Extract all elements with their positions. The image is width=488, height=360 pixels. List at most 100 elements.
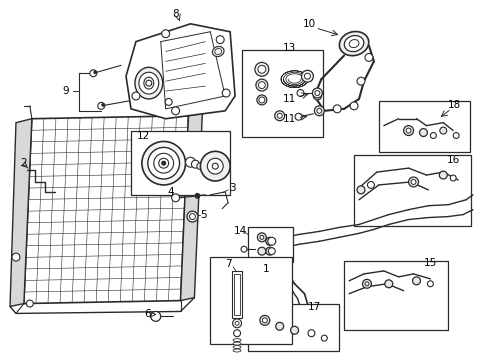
Circle shape: [222, 89, 230, 97]
Polygon shape: [10, 119, 32, 306]
Circle shape: [265, 247, 273, 255]
Circle shape: [277, 113, 282, 118]
Circle shape: [241, 246, 246, 252]
Circle shape: [364, 282, 368, 286]
Circle shape: [207, 158, 223, 174]
Ellipse shape: [212, 46, 224, 57]
Circle shape: [274, 111, 284, 121]
Circle shape: [162, 30, 169, 38]
Bar: [378, 101, 469, 152]
Text: 15: 15: [423, 258, 436, 268]
Circle shape: [259, 235, 264, 239]
Circle shape: [185, 157, 195, 167]
Ellipse shape: [233, 349, 241, 352]
Circle shape: [268, 248, 275, 255]
Text: 2: 2: [20, 158, 27, 168]
Text: 12: 12: [137, 131, 150, 140]
Ellipse shape: [214, 49, 221, 54]
Circle shape: [255, 79, 267, 91]
Ellipse shape: [143, 77, 153, 89]
Bar: [247, 228, 292, 262]
Circle shape: [438, 171, 447, 179]
Text: 6: 6: [144, 310, 151, 319]
Bar: [210, 257, 291, 344]
Circle shape: [258, 97, 264, 103]
Circle shape: [314, 106, 324, 116]
Circle shape: [165, 98, 172, 105]
Text: 8: 8: [172, 9, 179, 19]
Circle shape: [232, 319, 241, 328]
Bar: [247, 303, 339, 351]
Circle shape: [235, 321, 239, 325]
Text: 14: 14: [233, 226, 246, 237]
Circle shape: [186, 211, 198, 222]
Circle shape: [200, 151, 230, 181]
Circle shape: [191, 160, 199, 168]
Text: 1: 1: [262, 264, 268, 274]
Circle shape: [12, 253, 20, 261]
Circle shape: [94, 71, 97, 74]
Polygon shape: [180, 113, 202, 301]
Circle shape: [427, 281, 432, 287]
Circle shape: [332, 105, 341, 113]
Circle shape: [195, 193, 200, 198]
Circle shape: [153, 153, 173, 173]
Circle shape: [171, 107, 179, 115]
Bar: [344, 261, 447, 330]
Circle shape: [356, 77, 364, 85]
Circle shape: [356, 186, 364, 194]
Ellipse shape: [344, 36, 363, 51]
Circle shape: [197, 163, 203, 170]
Circle shape: [257, 233, 266, 242]
Ellipse shape: [135, 67, 163, 99]
Circle shape: [410, 180, 415, 184]
Circle shape: [90, 70, 97, 77]
Bar: [131, 131, 230, 195]
Circle shape: [265, 237, 273, 245]
Circle shape: [449, 175, 455, 181]
Text: 13: 13: [283, 42, 296, 53]
Circle shape: [307, 330, 314, 337]
Circle shape: [290, 326, 298, 334]
Circle shape: [349, 102, 357, 110]
Circle shape: [275, 322, 283, 330]
Circle shape: [254, 62, 268, 76]
Circle shape: [316, 108, 321, 113]
Circle shape: [267, 237, 275, 245]
Circle shape: [145, 80, 151, 86]
Circle shape: [362, 279, 371, 288]
Text: 5: 5: [200, 210, 206, 220]
Text: 9: 9: [62, 86, 69, 96]
Circle shape: [364, 54, 372, 62]
Circle shape: [26, 300, 33, 307]
Circle shape: [419, 129, 427, 136]
Circle shape: [147, 147, 179, 179]
Circle shape: [202, 165, 208, 171]
Circle shape: [312, 88, 322, 98]
Circle shape: [294, 113, 302, 120]
Text: 18: 18: [447, 100, 460, 110]
Circle shape: [439, 127, 446, 134]
Text: 3: 3: [228, 183, 235, 193]
Text: 16: 16: [446, 155, 459, 165]
Circle shape: [296, 90, 304, 96]
Circle shape: [258, 82, 265, 89]
Circle shape: [189, 213, 195, 220]
Circle shape: [313, 92, 321, 100]
Circle shape: [159, 158, 168, 168]
Circle shape: [171, 194, 179, 202]
Circle shape: [403, 126, 413, 135]
Bar: [242, 50, 323, 136]
Circle shape: [150, 311, 161, 321]
Circle shape: [132, 92, 140, 100]
Ellipse shape: [233, 346, 241, 348]
Ellipse shape: [348, 40, 358, 48]
Circle shape: [162, 161, 165, 165]
Ellipse shape: [233, 339, 241, 342]
Circle shape: [321, 335, 326, 341]
Circle shape: [452, 132, 458, 139]
Circle shape: [304, 73, 310, 79]
Bar: [353, 155, 470, 226]
Circle shape: [314, 91, 319, 95]
Circle shape: [259, 315, 269, 325]
